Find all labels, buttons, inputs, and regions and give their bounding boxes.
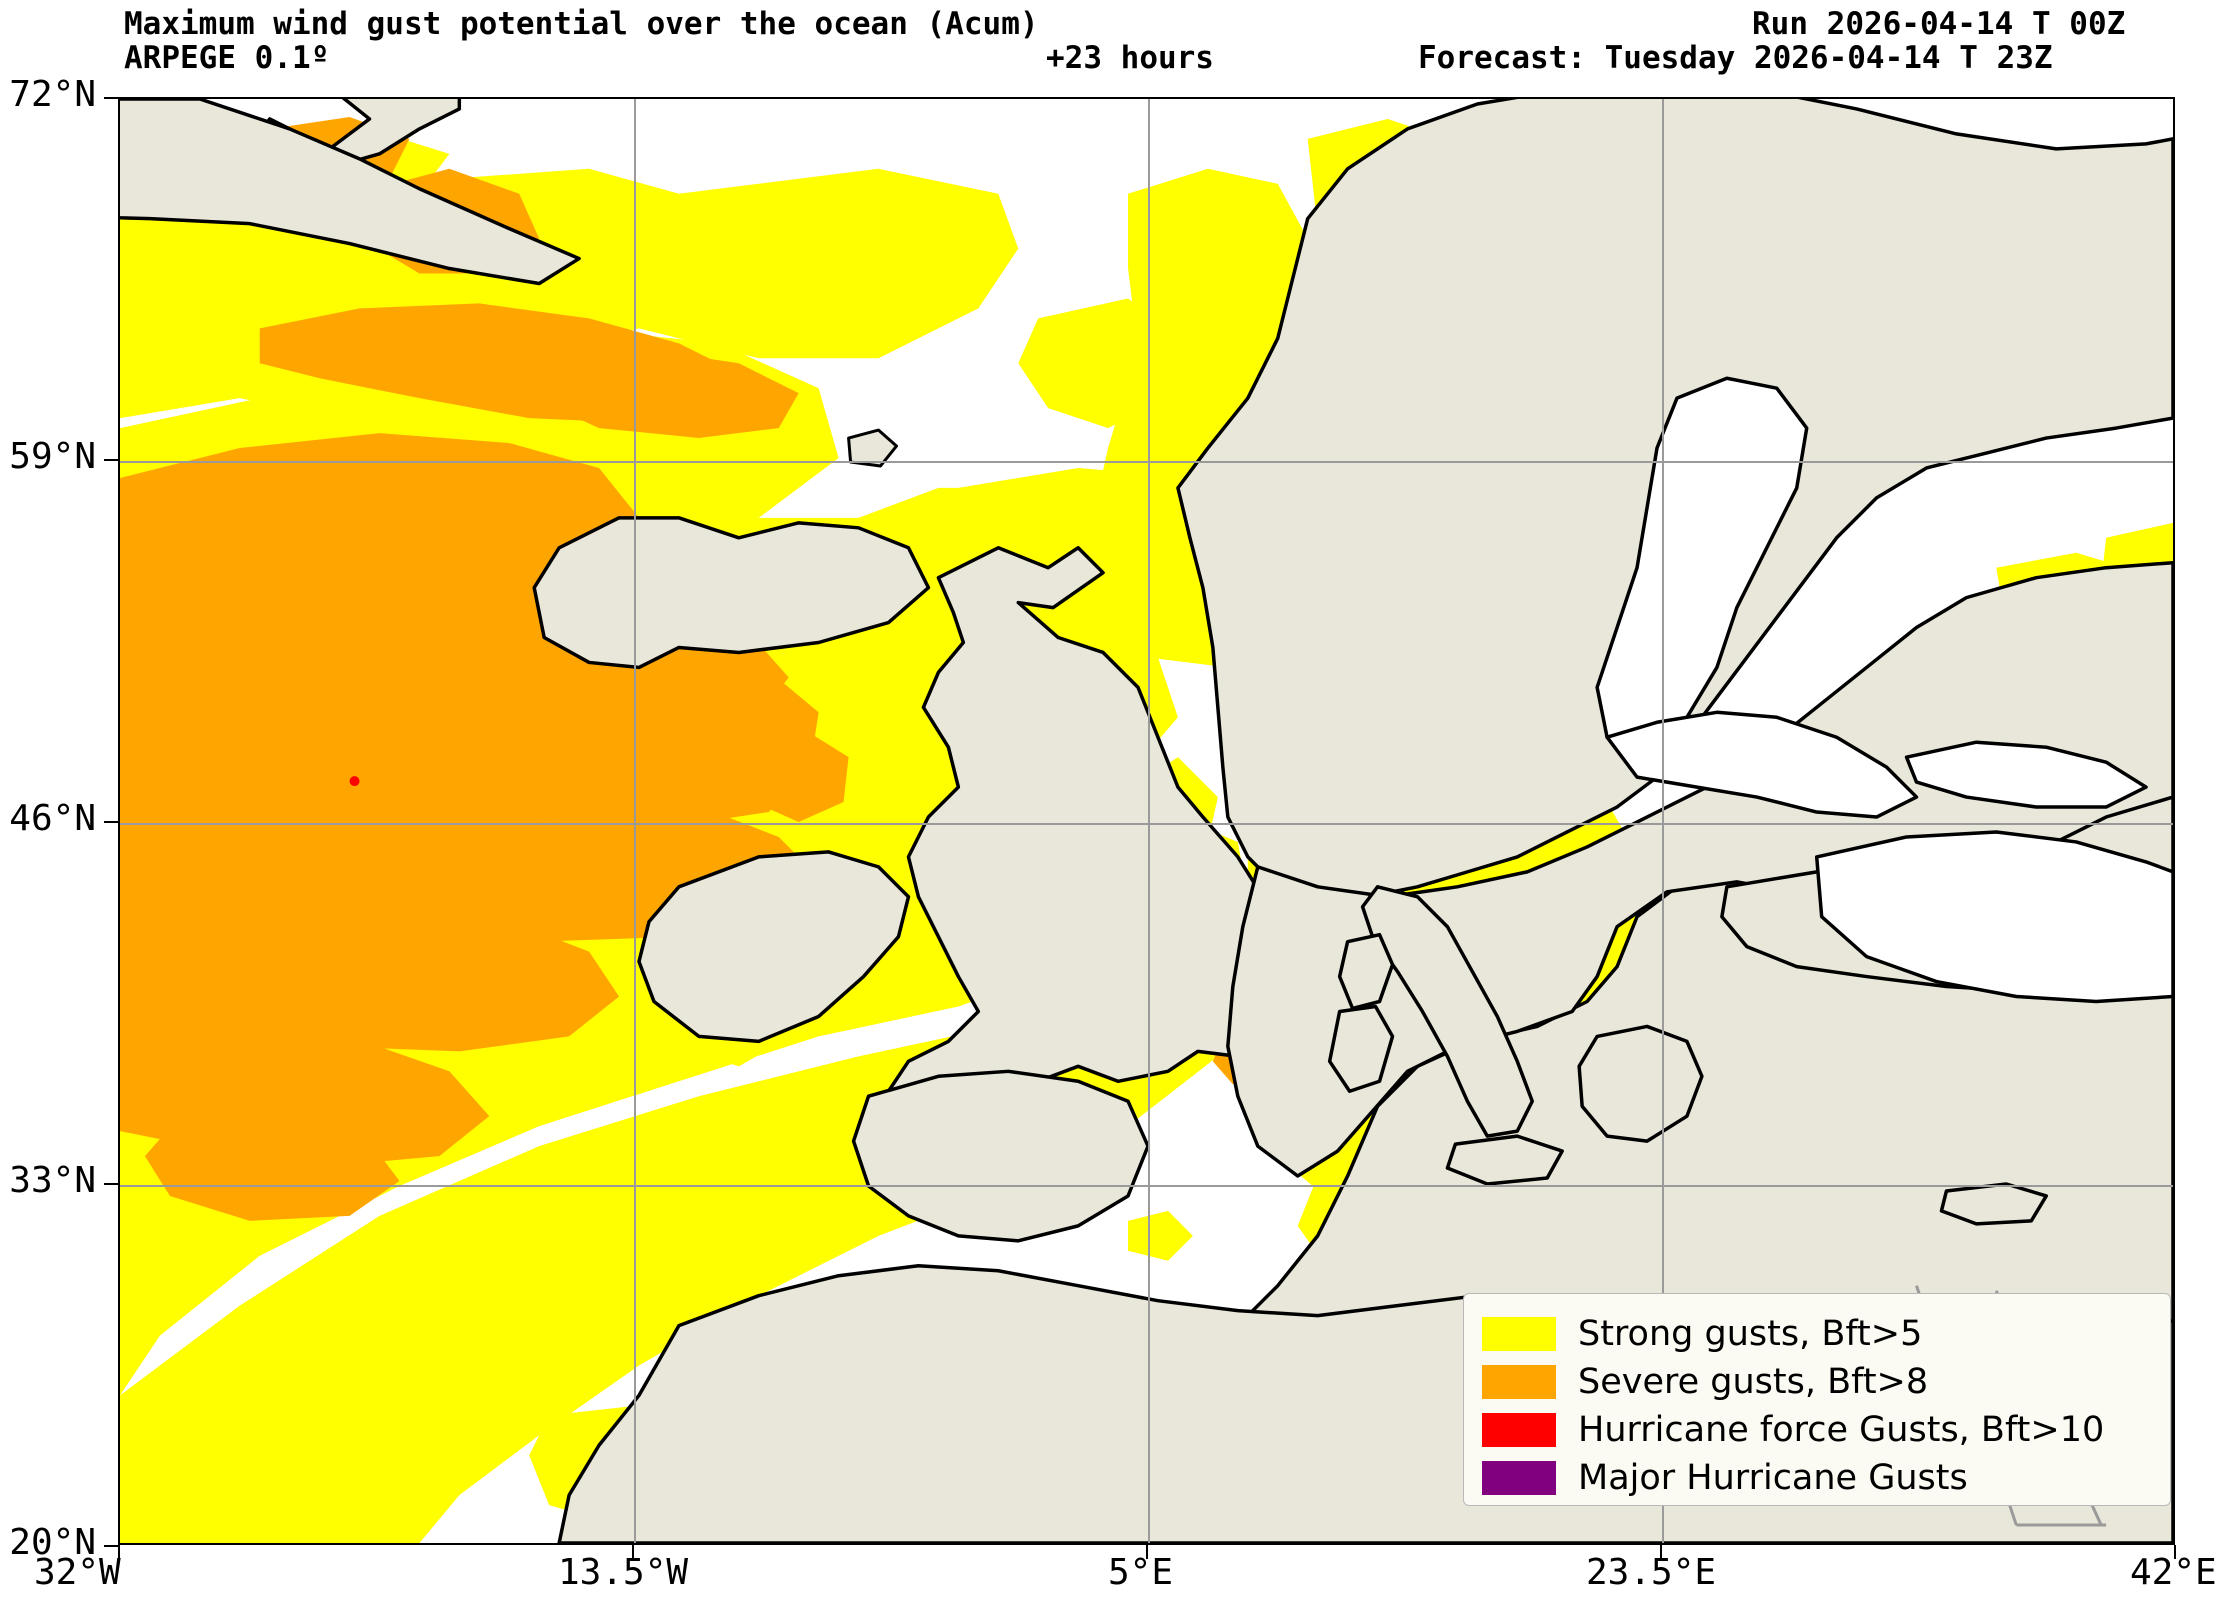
x-tick-1 bbox=[632, 1545, 634, 1559]
x-tick-label-5e: 5°E bbox=[1108, 1552, 1174, 1593]
x-tick-label-235e: 23.5°E bbox=[1586, 1552, 1717, 1593]
small-islands-layer bbox=[847, 428, 898, 468]
y-tick-4 bbox=[104, 1545, 118, 1547]
run-timestamp: Run 2026-04-14 T 00Z bbox=[1752, 6, 2126, 42]
x-tick-4 bbox=[2174, 1545, 2176, 1559]
y-tick-label-59n: 59°N bbox=[9, 436, 96, 477]
x-tick-2 bbox=[1146, 1545, 1148, 1559]
color-swatch-icon bbox=[1482, 1365, 1556, 1399]
legend-label-major-hurricane: Major Hurricane Gusts bbox=[1578, 1457, 1968, 1498]
page-title: Maximum wind gust potential over the oce… bbox=[124, 6, 1039, 42]
y-tick-label-33n: 33°N bbox=[9, 1160, 96, 1201]
x-tick-label-32w: 32°W bbox=[34, 1552, 121, 1593]
legend-item-severe: Severe gusts, Bft>8 bbox=[1482, 1358, 2152, 1406]
x-tick-0 bbox=[118, 1545, 120, 1559]
y-tick-label-72n: 72°N bbox=[9, 74, 96, 115]
y-tick-label-46n: 46°N bbox=[9, 798, 96, 839]
x-tick-label-135w: 13.5°W bbox=[558, 1552, 689, 1593]
legend-item-hurricane: Hurricane force Gusts, Bft>10 bbox=[1482, 1406, 2152, 1454]
legend-item-major-hurricane: Major Hurricane Gusts bbox=[1482, 1454, 2152, 1502]
color-swatch-icon bbox=[1482, 1413, 1556, 1447]
x-tick-label-42e: 42°E bbox=[2130, 1552, 2217, 1593]
lead-time-label: +23 hours bbox=[1046, 40, 1214, 76]
islands-layer bbox=[1327, 932, 2048, 1343]
y-tick-1 bbox=[104, 459, 118, 461]
legend-label-hurricane: Hurricane force Gusts, Bft>10 bbox=[1578, 1409, 2105, 1450]
color-swatch-icon bbox=[1482, 1461, 1556, 1495]
legend-item-strong: Strong gusts, Bft>5 bbox=[1482, 1310, 2152, 1358]
y-tick-2 bbox=[104, 821, 118, 823]
y-tick-label-20n: 20°N bbox=[9, 1522, 96, 1563]
x-tick-3 bbox=[1660, 1545, 1662, 1559]
forecast-timestamp: Forecast: Tuesday 2026-04-14 T 23Z bbox=[1418, 40, 2053, 76]
model-label: ARPEGE 0.1º bbox=[124, 40, 330, 76]
y-tick-0 bbox=[104, 97, 118, 99]
legend-label-strong: Strong gusts, Bft>5 bbox=[1578, 1313, 1923, 1354]
map-header: Maximum wind gust potential over the oce… bbox=[0, 0, 2233, 97]
legend: Strong gusts, Bft>5 Severe gusts, Bft>8 … bbox=[1463, 1293, 2171, 1506]
y-tick-3 bbox=[104, 1183, 118, 1185]
coastline-layer bbox=[1595, 376, 2173, 1004]
color-swatch-icon bbox=[1482, 1317, 1556, 1351]
legend-label-severe: Severe gusts, Bft>8 bbox=[1578, 1361, 1929, 1402]
